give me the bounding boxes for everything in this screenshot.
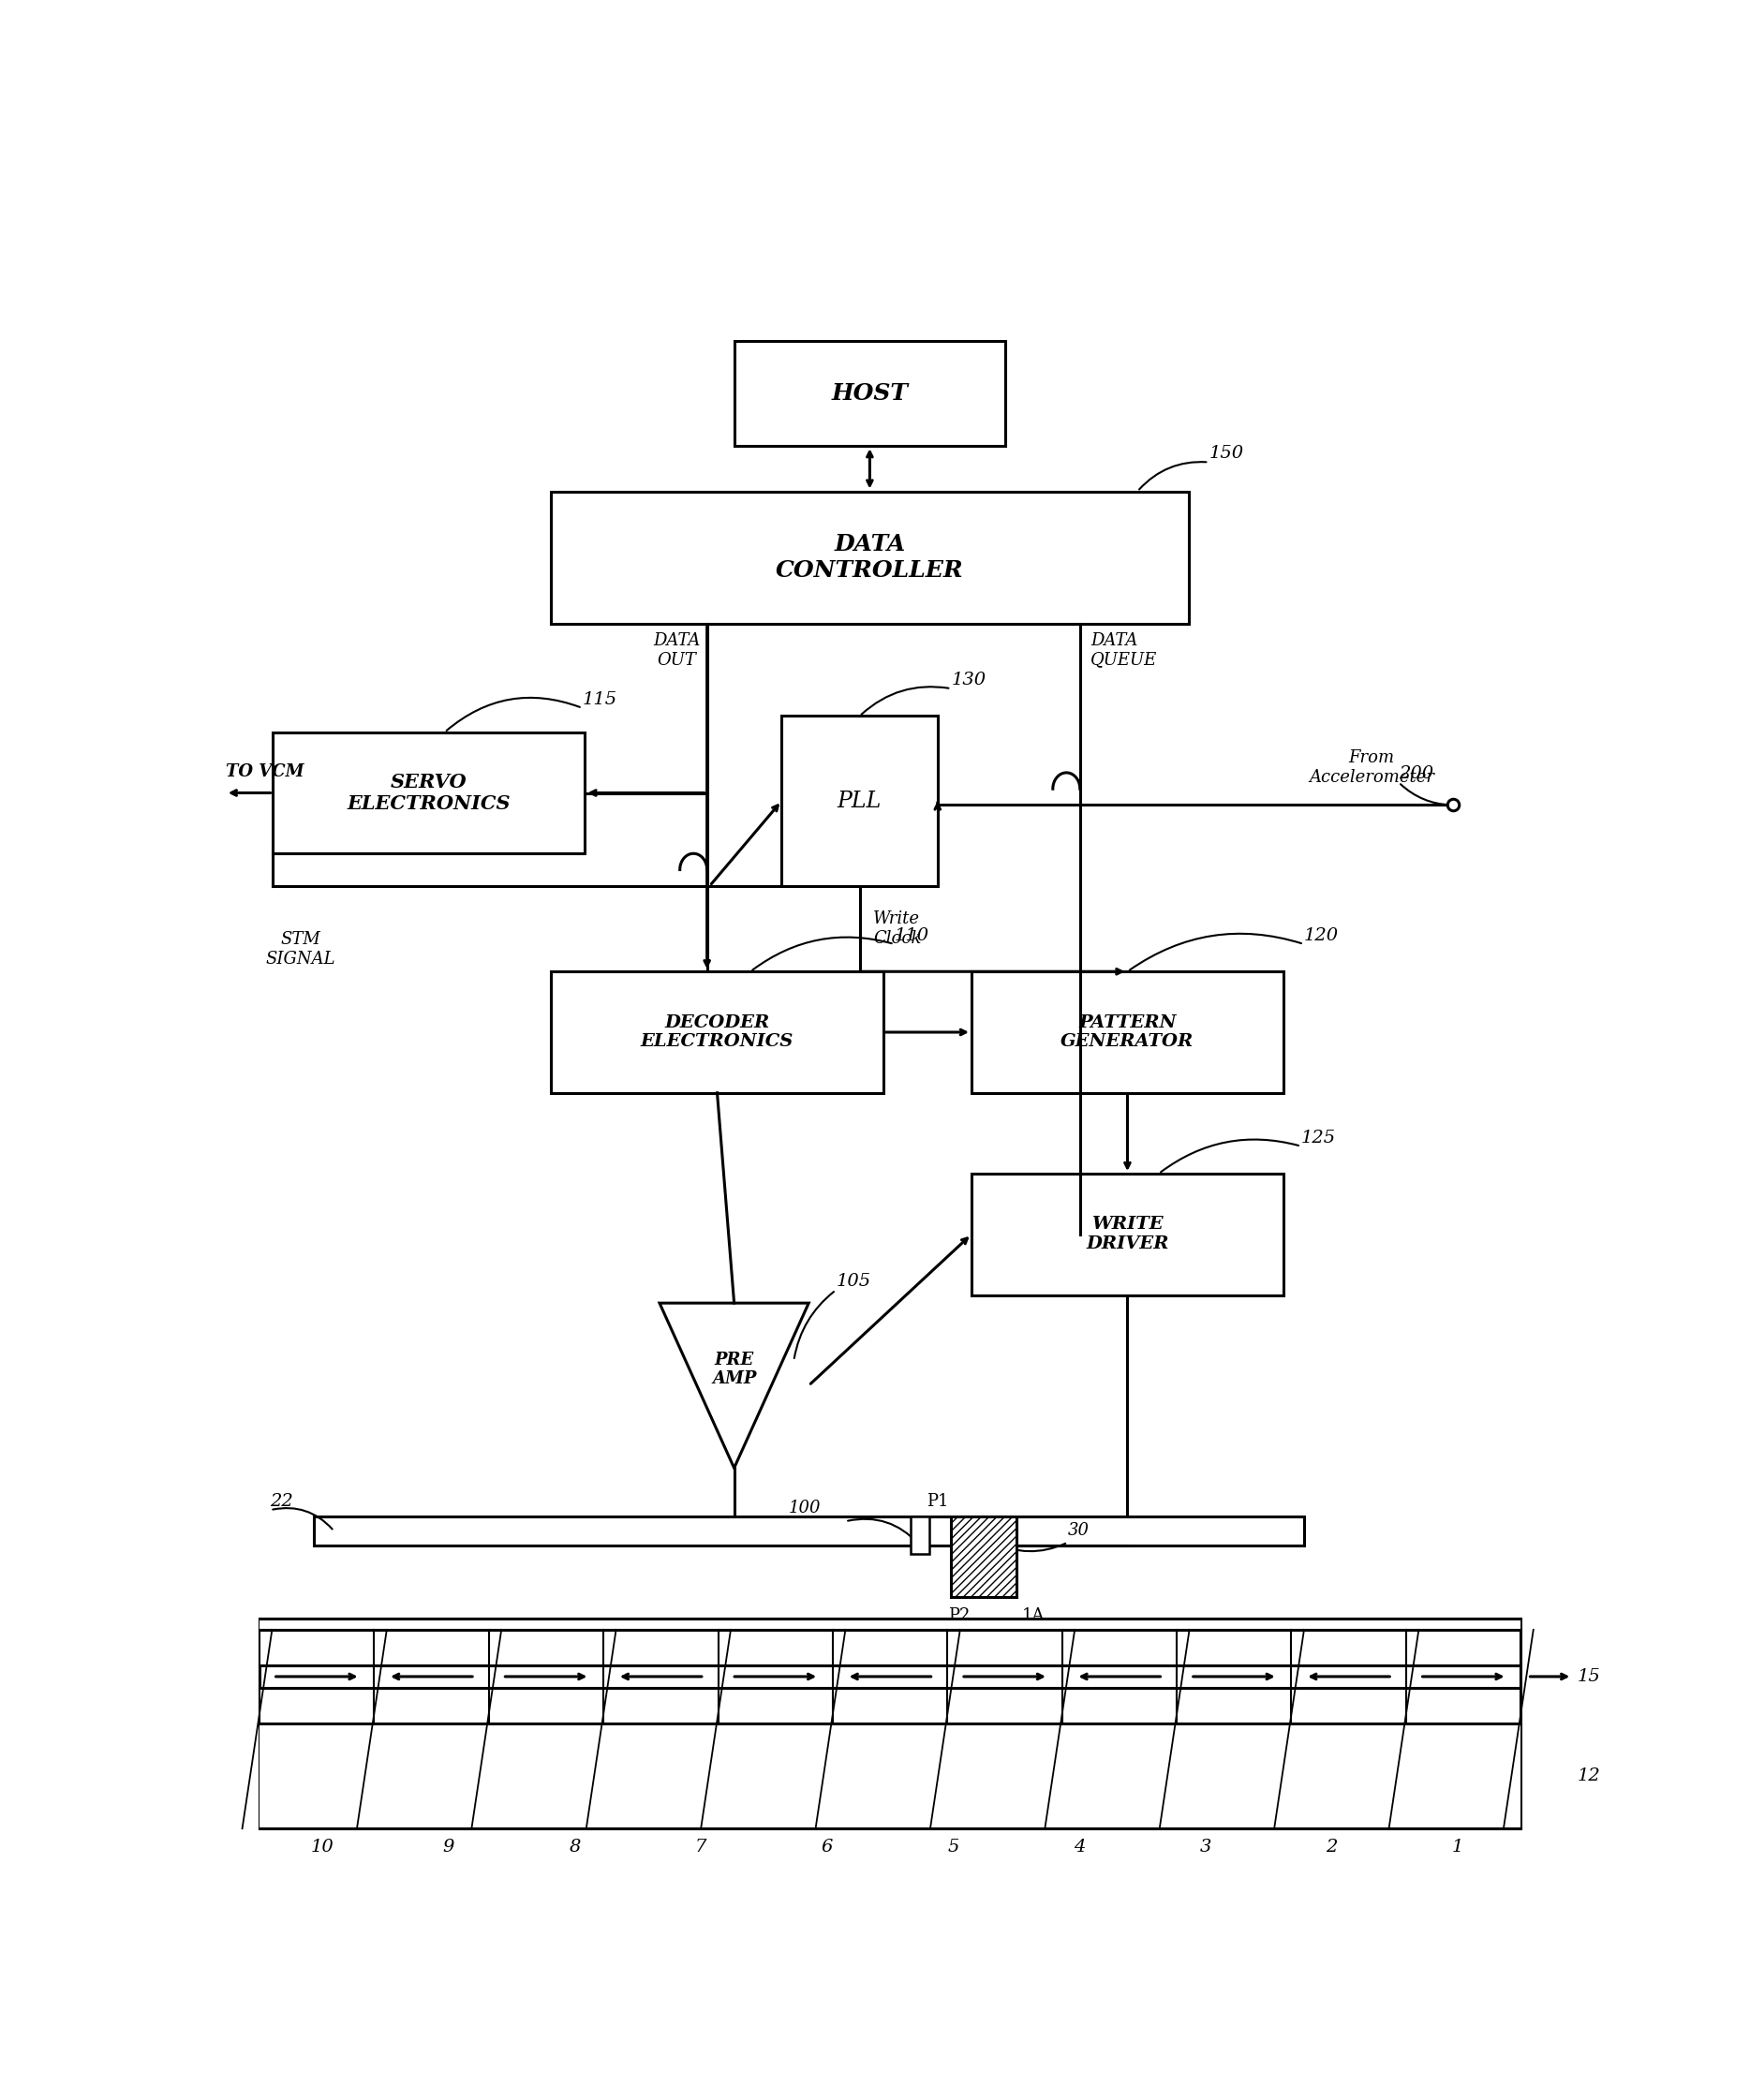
- Bar: [910, 1516, 929, 1554]
- Text: DATA
OUT: DATA OUT: [653, 632, 700, 668]
- Text: P2: P2: [948, 1607, 970, 1623]
- Bar: [259, 1724, 1521, 1829]
- Text: 125: 125: [1300, 1130, 1335, 1147]
- FancyBboxPatch shape: [735, 340, 1006, 445]
- Text: 105: 105: [836, 1273, 870, 1289]
- Text: 2: 2: [1326, 1838, 1337, 1854]
- Bar: [313, 1516, 1304, 1546]
- Text: 1A: 1A: [1022, 1607, 1045, 1623]
- Polygon shape: [660, 1302, 808, 1468]
- Text: DATA
QUEUE: DATA QUEUE: [1090, 632, 1157, 668]
- Text: 8: 8: [569, 1838, 581, 1854]
- Text: 4: 4: [1073, 1838, 1085, 1854]
- Text: 110: 110: [894, 928, 929, 945]
- Text: STM
SIGNAL: STM SIGNAL: [266, 930, 334, 968]
- Text: PATTERN
GENERATOR: PATTERN GENERATOR: [1060, 1014, 1194, 1050]
- Text: 30: 30: [1068, 1522, 1088, 1539]
- Text: 9: 9: [443, 1838, 455, 1854]
- Text: 12: 12: [1578, 1768, 1601, 1785]
- Text: 115: 115: [583, 691, 618, 708]
- Text: 120: 120: [1304, 928, 1339, 945]
- Text: 10: 10: [311, 1838, 334, 1854]
- Text: P1: P1: [928, 1493, 949, 1510]
- Text: WRITE
DRIVER: WRITE DRIVER: [1087, 1216, 1169, 1252]
- Text: HOST: HOST: [831, 382, 908, 405]
- Text: TO VCM: TO VCM: [226, 762, 304, 779]
- Text: 1: 1: [1452, 1838, 1463, 1854]
- Bar: [259, 1688, 1521, 1724]
- Text: PRE
AMP: PRE AMP: [712, 1350, 756, 1388]
- Bar: [259, 1630, 1521, 1665]
- Text: 200: 200: [1398, 766, 1433, 783]
- FancyBboxPatch shape: [551, 972, 884, 1092]
- Bar: [259, 1619, 1521, 1630]
- FancyBboxPatch shape: [551, 491, 1188, 624]
- Text: 130: 130: [952, 672, 985, 689]
- Text: 7: 7: [695, 1838, 707, 1854]
- Bar: [259, 1619, 1521, 1829]
- FancyBboxPatch shape: [273, 733, 584, 853]
- Text: 22: 22: [269, 1493, 294, 1510]
- Text: SERVO
ELECTRONICS: SERVO ELECTRONICS: [346, 773, 511, 813]
- FancyBboxPatch shape: [782, 716, 938, 886]
- Text: Write
Clock: Write Clock: [873, 911, 920, 947]
- Text: DATA
CONTROLLER: DATA CONTROLLER: [775, 533, 964, 582]
- Text: DECODER
ELECTRONICS: DECODER ELECTRONICS: [640, 1014, 794, 1050]
- Text: 3: 3: [1200, 1838, 1211, 1854]
- Text: 5: 5: [947, 1838, 959, 1854]
- Text: PLL: PLL: [838, 790, 882, 813]
- Text: 15: 15: [1578, 1667, 1601, 1684]
- Bar: [952, 1516, 1017, 1598]
- Text: From
Accelerometer: From Accelerometer: [1309, 750, 1435, 785]
- Text: 6: 6: [821, 1838, 833, 1854]
- FancyBboxPatch shape: [971, 972, 1283, 1092]
- Text: 100: 100: [788, 1499, 821, 1516]
- Text: 150: 150: [1209, 445, 1244, 462]
- FancyBboxPatch shape: [971, 1174, 1283, 1296]
